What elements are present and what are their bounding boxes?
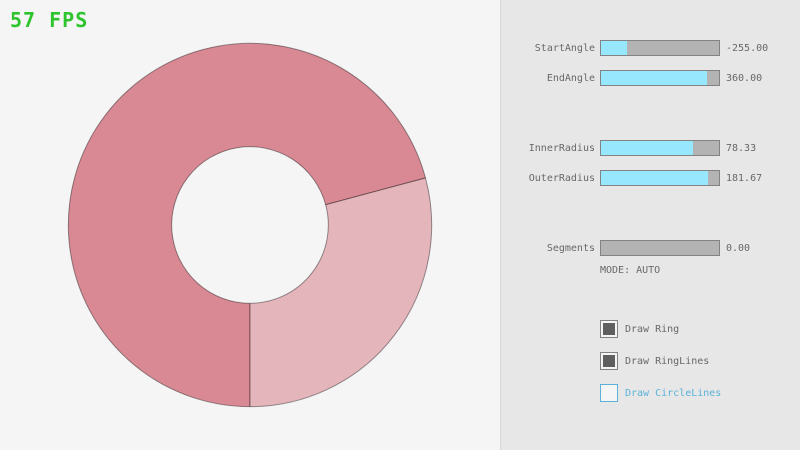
inner-radius-label: InnerRadius bbox=[528, 142, 595, 154]
ring-single-pass-sector bbox=[249, 177, 433, 408]
slider-row-segments: Segments 0.00 bbox=[460, 240, 750, 256]
start-angle-label: StartAngle bbox=[534, 42, 595, 54]
slider-row-start-angle: StartAngle -255.00 bbox=[460, 40, 768, 56]
draw-circlelines-label: Draw CircleLines bbox=[625, 387, 722, 399]
ring-double-pass-sector bbox=[67, 42, 427, 408]
slider-row-end-angle: EndAngle 360.00 bbox=[460, 70, 762, 86]
segments-value: 0.00 bbox=[726, 242, 751, 254]
draw-circlelines-check-mark bbox=[603, 387, 615, 399]
slider-row-inner-radius: InnerRadius 78.33 bbox=[460, 140, 756, 156]
outer-radius-label: OuterRadius bbox=[528, 172, 595, 184]
end-angle-slider[interactable] bbox=[600, 70, 720, 86]
segments-mode-text: MODE: AUTO bbox=[600, 265, 661, 276]
inner-radius-value: 78.33 bbox=[726, 142, 757, 154]
end-angle-slider-fill bbox=[601, 71, 708, 85]
segments-label: Segments bbox=[546, 242, 595, 254]
draw-ring-label: Draw Ring bbox=[625, 323, 680, 335]
outer-radius-value: 181.67 bbox=[726, 172, 763, 184]
draw-ringlines-checkbox-row: Draw RingLines bbox=[600, 352, 709, 370]
end-angle-value: 360.00 bbox=[726, 72, 763, 84]
inner-radius-slider[interactable] bbox=[600, 140, 720, 156]
draw-ring-checkbox-row: Draw Ring bbox=[600, 320, 679, 338]
segments-slider[interactable] bbox=[600, 240, 720, 256]
draw-circlelines-checkbox[interactable] bbox=[600, 384, 618, 402]
draw-circlelines-checkbox-row: Draw CircleLines bbox=[600, 384, 721, 402]
draw-ringlines-checkbox[interactable] bbox=[600, 352, 618, 370]
start-angle-value: -255.00 bbox=[726, 42, 769, 54]
inner-radius-slider-fill bbox=[601, 141, 694, 155]
draw-ring-check-mark bbox=[603, 323, 615, 335]
outer-radius-slider-fill bbox=[601, 171, 709, 185]
slider-row-outer-radius: OuterRadius 181.67 bbox=[460, 170, 762, 186]
draw-ringlines-label: Draw RingLines bbox=[625, 355, 710, 367]
start-angle-slider[interactable] bbox=[600, 40, 720, 56]
outer-radius-slider[interactable] bbox=[600, 170, 720, 186]
controls-panel bbox=[500, 0, 800, 450]
end-angle-label: EndAngle bbox=[546, 72, 595, 84]
fps-counter: 57 FPS bbox=[10, 8, 89, 32]
draw-ringlines-check-mark bbox=[603, 355, 615, 367]
draw-ring-checkbox[interactable] bbox=[600, 320, 618, 338]
start-angle-slider-fill bbox=[601, 41, 627, 55]
